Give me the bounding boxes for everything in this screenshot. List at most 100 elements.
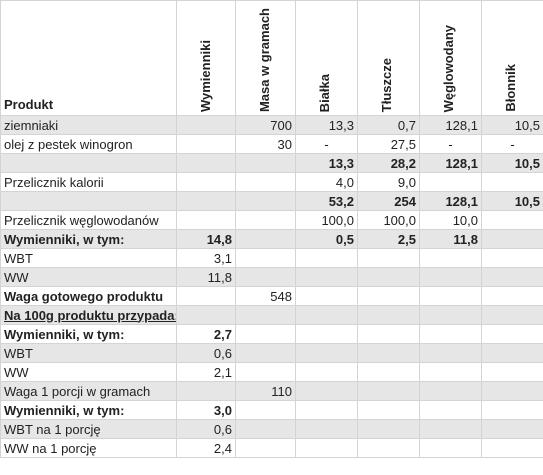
row-label: Przelicznik węglowodanów — [0, 210, 177, 230]
header-text: Białka — [317, 73, 332, 112]
column-header: Białka — [295, 0, 358, 116]
cell — [419, 172, 482, 192]
column-header: Węglowodany — [419, 0, 482, 116]
cell: 548 — [235, 286, 296, 306]
row-label: Waga gotowego produktu — [0, 286, 177, 306]
cell — [357, 343, 420, 363]
cell — [419, 419, 482, 439]
row-label: olej z pestek winogron — [0, 134, 177, 154]
table-body: ziemniaki 700 13,3 0,7 128,1 10,5 olej z peste… — [0, 115, 543, 458]
cell — [419, 381, 482, 401]
cell: 128,1 — [419, 115, 482, 135]
cell — [481, 172, 543, 192]
cell: 4,0 — [295, 172, 358, 192]
column-header: Błonnik — [481, 0, 543, 116]
cell — [481, 419, 543, 439]
cell — [481, 286, 543, 306]
cell — [357, 419, 420, 439]
cell — [357, 362, 420, 382]
cell — [176, 134, 236, 154]
cell — [481, 305, 543, 325]
cell: 110 — [235, 381, 296, 401]
column-header: Wymienniki — [176, 0, 236, 116]
cell: 13,3 — [295, 115, 358, 135]
cell — [235, 191, 296, 211]
cell — [357, 381, 420, 401]
row-label: Wymienniki, w tym: — [0, 229, 177, 249]
table-row: Przelicznik węglowodanów 100,0 100,0 10,0 — [0, 210, 543, 230]
cell: 2,1 — [176, 362, 236, 382]
cell: 10,5 — [481, 115, 543, 135]
cell — [176, 286, 236, 306]
table-row: WBT 0,6 — [0, 343, 543, 363]
row-label: WBT na 1 porcję — [0, 419, 177, 439]
cell: 53,2 — [295, 191, 358, 211]
table-row: Na 100g produktu przypada: — [0, 305, 543, 325]
cell — [481, 248, 543, 268]
table-row: WW na 1 porcję 2,4 — [0, 438, 543, 458]
row-label: WW na 1 porcję — [0, 438, 177, 458]
cell — [235, 267, 296, 287]
table-row: WBT 3,1 — [0, 248, 543, 268]
table-row: Wymienniki, w tym: 3,0 — [0, 400, 543, 420]
cell — [481, 210, 543, 230]
cell: 27,5 — [357, 134, 420, 154]
column-header: Produkt — [0, 0, 177, 116]
cell: - — [295, 134, 358, 154]
cell: 0,7 — [357, 115, 420, 135]
cell — [235, 438, 296, 458]
cell — [176, 153, 236, 173]
cell: 10,5 — [481, 191, 543, 211]
spreadsheet: Produkt Wymienniki Masa w gramach Białka Tłu… — [0, 0, 543, 458]
cell — [419, 305, 482, 325]
table-row: Waga 1 porcji w gramach 110 — [0, 381, 543, 401]
cell: 3,1 — [176, 248, 236, 268]
table-row: 53,2 254 128,1 10,5 — [0, 191, 543, 211]
row-label: WBT — [0, 248, 177, 268]
cell — [295, 438, 358, 458]
table-row: Wymienniki, w tym: 2,7 — [0, 324, 543, 344]
cell: 2,7 — [176, 324, 236, 344]
cell — [235, 343, 296, 363]
header-text: Wymienniki — [198, 39, 213, 112]
cell — [481, 229, 543, 249]
cell — [481, 438, 543, 458]
row-label: WW — [0, 362, 177, 382]
row-label: WBT — [0, 343, 177, 363]
row-label: Wymienniki, w tym: — [0, 324, 177, 344]
header-text: Tłuszcze — [379, 57, 394, 112]
cell: 9,0 — [357, 172, 420, 192]
cell — [295, 362, 358, 382]
table-row: olej z pestek winogron 30-27,5- - — [0, 134, 543, 154]
column-header: Tłuszcze — [357, 0, 420, 116]
cell — [357, 400, 420, 420]
cell: 11,8 — [176, 267, 236, 287]
cell — [481, 381, 543, 401]
cell — [235, 210, 296, 230]
cell — [295, 400, 358, 420]
cell: 30 — [235, 134, 296, 154]
cell — [295, 305, 358, 325]
cell — [235, 400, 296, 420]
cell — [235, 229, 296, 249]
header-text: Błonnik — [503, 64, 518, 112]
cell — [176, 305, 236, 325]
cell — [419, 267, 482, 287]
cell: - — [419, 134, 482, 154]
header-text: Produkt — [4, 97, 54, 112]
cell — [176, 210, 236, 230]
cell — [235, 248, 296, 268]
table-row: WW 11,8 — [0, 267, 543, 287]
cell — [419, 286, 482, 306]
cell — [235, 153, 296, 173]
cell — [235, 305, 296, 325]
row-label — [0, 153, 177, 173]
row-label: Na 100g produktu przypada: — [0, 305, 177, 325]
cell — [481, 400, 543, 420]
cell — [295, 286, 358, 306]
cell: 700 — [235, 115, 296, 135]
cell: 2,5 — [357, 229, 420, 249]
cell: 10,0 — [419, 210, 482, 230]
cell — [357, 305, 420, 325]
